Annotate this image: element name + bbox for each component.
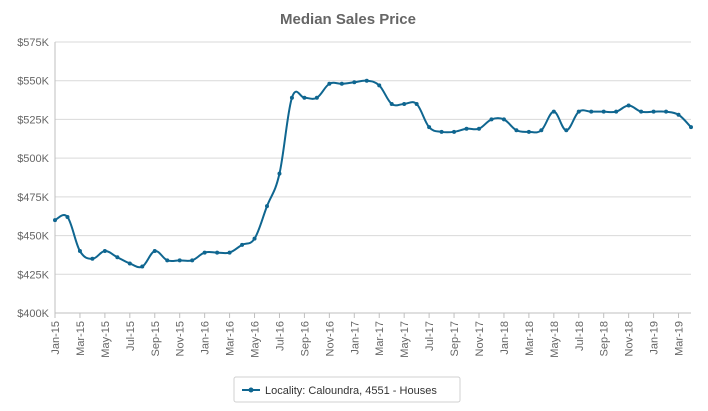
x-tick-label: Mar-16	[225, 321, 237, 356]
chart-title: Median Sales Price	[280, 11, 416, 28]
y-tick-label: $500K	[17, 153, 49, 165]
x-tick-label: Nov-15	[175, 321, 187, 356]
data-point[interactable]	[190, 258, 195, 263]
y-tick-label: $525K	[17, 114, 49, 126]
data-point[interactable]	[402, 101, 407, 106]
data-point[interactable]	[427, 125, 432, 130]
y-tick-label: $475K	[17, 192, 49, 204]
data-point[interactable]	[489, 117, 494, 122]
x-tick-label: Mar-15	[75, 321, 87, 356]
data-point[interactable]	[526, 129, 531, 134]
x-tick-label: Mar-18	[524, 321, 536, 356]
x-tick-label: Jan-18	[499, 321, 511, 355]
gridlines	[55, 41, 691, 314]
data-point[interactable]	[277, 171, 282, 176]
data-point[interactable]	[152, 249, 157, 254]
x-tick-label: Sep-17	[449, 321, 461, 356]
data-point[interactable]	[327, 81, 332, 86]
data-point[interactable]	[339, 81, 344, 86]
x-tick-label: Sep-18	[599, 321, 611, 356]
data-point[interactable]	[289, 95, 294, 100]
legend[interactable]: Locality: Caloundra, 4551 - Houses	[233, 376, 461, 403]
data-point[interactable]	[215, 250, 220, 255]
x-tick-label: Mar-17	[374, 321, 386, 356]
data-point[interactable]	[601, 109, 606, 114]
data-point[interactable]	[53, 218, 57, 223]
data-point[interactable]	[589, 109, 594, 114]
x-tick-label: Jul-17	[424, 321, 436, 351]
x-tick-label: Jul-18	[574, 321, 586, 351]
x-tick-label: May-17	[399, 321, 411, 358]
data-point[interactable]	[576, 109, 581, 114]
data-point[interactable]	[177, 258, 182, 263]
data-point[interactable]	[127, 261, 132, 266]
data-point[interactable]	[501, 117, 506, 122]
x-tick-label: May-15	[100, 321, 112, 358]
y-tick-label: $400K	[17, 308, 49, 320]
data-point[interactable]	[639, 109, 644, 114]
series-layer	[53, 78, 693, 269]
data-point[interactable]	[626, 103, 631, 108]
y-axis-ticks: $400K $425K $450K $475K $500K $525K $550K $575K	[17, 37, 49, 320]
x-axis-ticks: Jan-15 Mar-15 May-15 Jul-15 Sep-15 Nov-15 Jan-…	[50, 313, 686, 358]
y-tick-label: $575K	[17, 37, 49, 49]
data-point[interactable]	[377, 83, 382, 88]
data-point[interactable]	[514, 128, 519, 133]
data-point[interactable]	[439, 129, 444, 134]
data-point[interactable]	[464, 126, 469, 131]
data-point[interactable]	[414, 101, 419, 106]
legend-label: Locality: Caloundra, 4551 - Houses	[265, 385, 437, 397]
data-point[interactable]	[614, 109, 619, 114]
axes	[54, 42, 691, 314]
data-point[interactable]	[651, 109, 656, 114]
x-tick-label: Jan-15	[50, 321, 62, 355]
data-point[interactable]	[252, 236, 257, 241]
data-point[interactable]	[202, 250, 207, 255]
x-tick-label: Nov-16	[324, 321, 336, 356]
data-point[interactable]	[564, 128, 569, 133]
data-point[interactable]	[165, 258, 170, 263]
x-tick-label: Jan-17	[349, 321, 361, 355]
data-point[interactable]	[102, 249, 107, 254]
data-point[interactable]	[90, 256, 95, 261]
data-point[interactable]	[389, 101, 394, 106]
data-point[interactable]	[664, 109, 669, 114]
x-tick-label: Nov-17	[474, 321, 486, 356]
legend-box	[233, 376, 461, 403]
data-point[interactable]	[240, 242, 245, 247]
x-tick-label: May-18	[549, 321, 561, 358]
data-point[interactable]	[352, 80, 357, 85]
data-point[interactable]	[227, 250, 232, 255]
data-point[interactable]	[551, 109, 556, 114]
x-tick-label: Nov-18	[624, 321, 636, 356]
x-tick-label: Jul-16	[274, 321, 286, 351]
x-tick-label: May-16	[250, 321, 262, 358]
data-point[interactable]	[477, 126, 481, 131]
data-point[interactable]	[452, 129, 457, 134]
y-tick-label: $550K	[17, 76, 49, 88]
data-point[interactable]	[364, 78, 369, 83]
data-point[interactable]	[676, 112, 681, 117]
legend-marker-swatch	[248, 387, 254, 393]
data-point[interactable]	[314, 95, 319, 100]
data-point[interactable]	[265, 204, 269, 209]
x-tick-label: Mar-19	[674, 321, 686, 356]
data-point[interactable]	[77, 249, 82, 254]
data-point[interactable]	[65, 214, 70, 219]
y-tick-label: $425K	[17, 269, 49, 281]
data-point[interactable]	[140, 264, 145, 269]
x-tick-label: Sep-16	[299, 321, 311, 356]
x-tick-label: Sep-15	[150, 321, 162, 356]
data-point[interactable]	[689, 125, 693, 130]
data-point[interactable]	[302, 95, 307, 100]
y-tick-label: $450K	[17, 231, 49, 243]
data-point[interactable]	[115, 255, 120, 260]
x-tick-label: Jul-15	[125, 321, 137, 351]
series-line	[54, 79, 692, 269]
x-tick-label: Jan-19	[649, 321, 661, 355]
data-point[interactable]	[539, 128, 544, 133]
x-tick-label: Jan-16	[200, 321, 212, 355]
